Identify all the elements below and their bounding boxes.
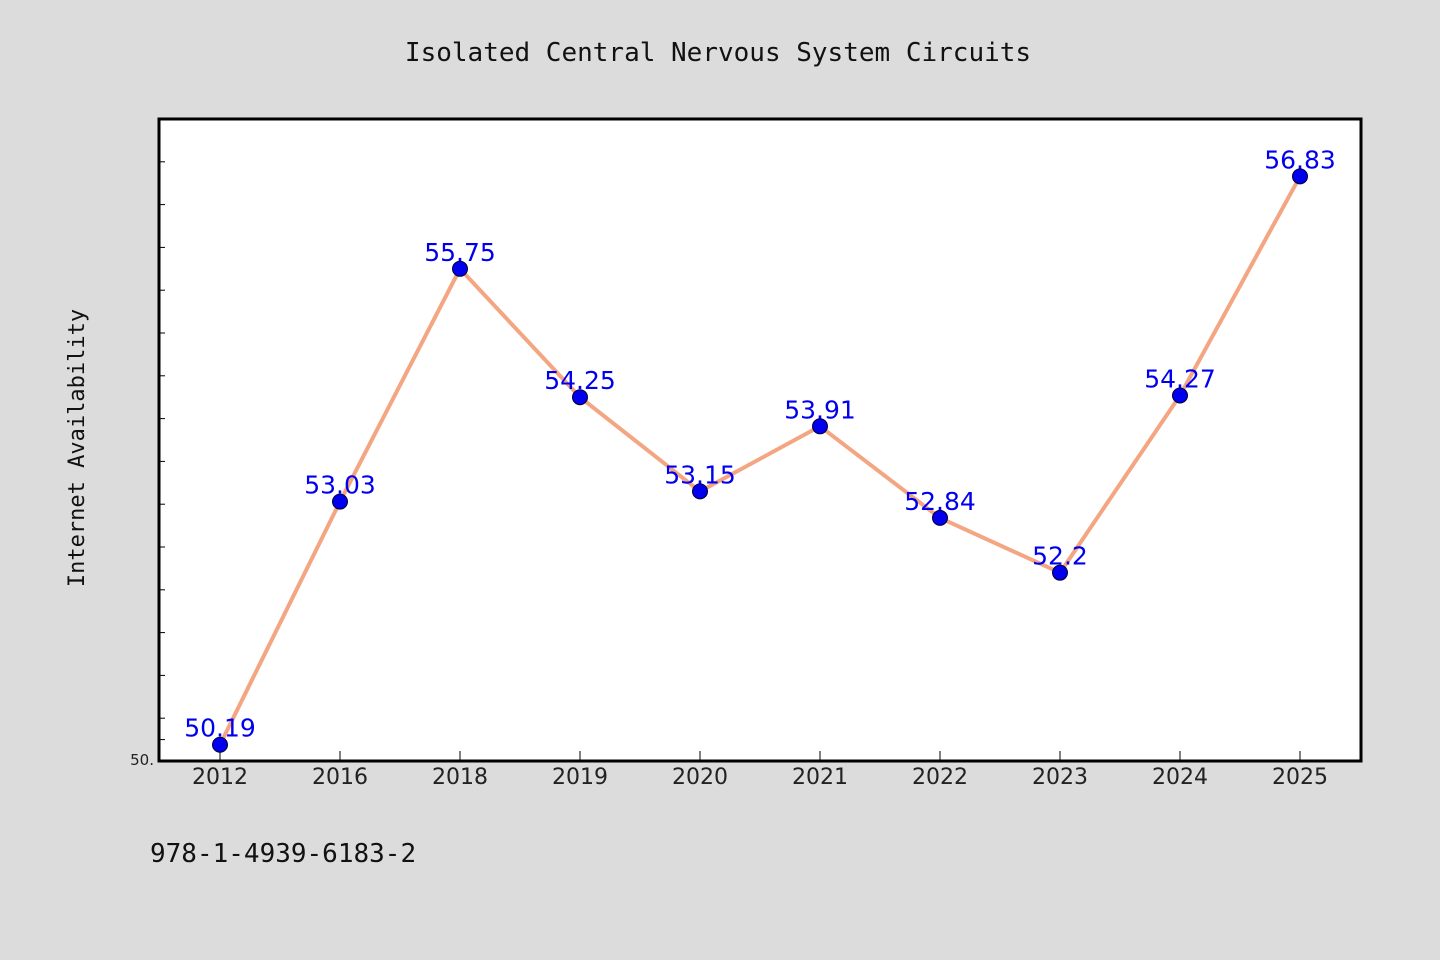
data-point bbox=[212, 736, 228, 753]
x-axis-ticks bbox=[219, 751, 1301, 761]
data-label: 50.19 bbox=[184, 714, 256, 743]
x-tick-label: 2025 bbox=[1272, 765, 1328, 790]
x-tick-label: 2021 bbox=[792, 765, 848, 790]
x-tick-label: 2018 bbox=[432, 765, 488, 790]
data-point bbox=[1172, 387, 1188, 404]
data-label: 53.03 bbox=[304, 471, 376, 500]
data-label: 53.91 bbox=[784, 395, 856, 424]
plot-area bbox=[159, 119, 1361, 761]
isbn-text: 978-1-4939-6183-2 bbox=[150, 839, 416, 869]
data-point bbox=[452, 260, 468, 277]
series-markers bbox=[212, 168, 1308, 753]
data-label: 53.15 bbox=[664, 460, 736, 489]
data-point bbox=[1292, 168, 1308, 185]
chart-title: Isolated Central Nervous System Circuits bbox=[405, 38, 1031, 68]
data-label: 52.84 bbox=[904, 487, 976, 516]
data-point bbox=[572, 389, 588, 406]
data-point bbox=[1052, 564, 1068, 581]
data-label: 55.75 bbox=[424, 238, 496, 267]
data-point bbox=[332, 493, 348, 510]
x-tick-label: 2012 bbox=[192, 765, 248, 790]
y-axis-label: Internet Availability bbox=[65, 309, 90, 587]
x-tick-label: 2020 bbox=[672, 765, 728, 790]
data-label: 54.27 bbox=[1144, 364, 1216, 393]
x-tick-label: 2022 bbox=[912, 765, 968, 790]
series-line bbox=[218, 175, 1302, 746]
data-point bbox=[812, 418, 828, 435]
x-tick-label: 2016 bbox=[312, 765, 368, 790]
x-axis-tick-labels: 2012 2016 2018 2019 2020 2021 2022 2023 2024 2025 bbox=[192, 765, 1328, 790]
x-tick-label: 2023 bbox=[1032, 765, 1088, 790]
data-point bbox=[932, 509, 948, 526]
data-label: 54.25 bbox=[544, 366, 616, 395]
series-data-labels: 50.19 53.03 55.75 54.25 53.15 53.91 52.84 52.2 5… bbox=[184, 145, 1336, 742]
x-tick-label: 2024 bbox=[1152, 765, 1208, 790]
y-tick-label: 50. bbox=[130, 751, 154, 769]
plot-frame bbox=[157, 117, 1363, 763]
x-tick-label: 2019 bbox=[552, 765, 608, 790]
data-label: 56.83 bbox=[1264, 145, 1336, 174]
data-point bbox=[692, 483, 708, 500]
data-label: 52.2 bbox=[1032, 542, 1088, 571]
